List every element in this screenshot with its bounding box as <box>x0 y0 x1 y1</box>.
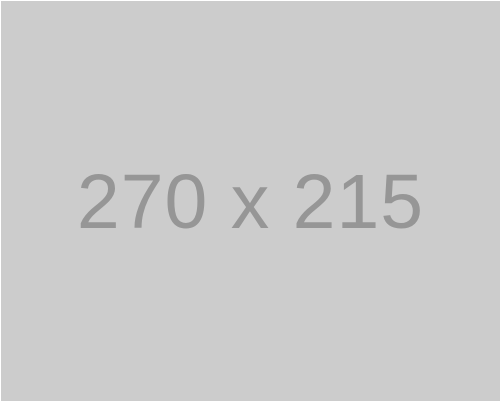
placeholder-dimensions-label: 270 x 215 <box>76 158 425 245</box>
